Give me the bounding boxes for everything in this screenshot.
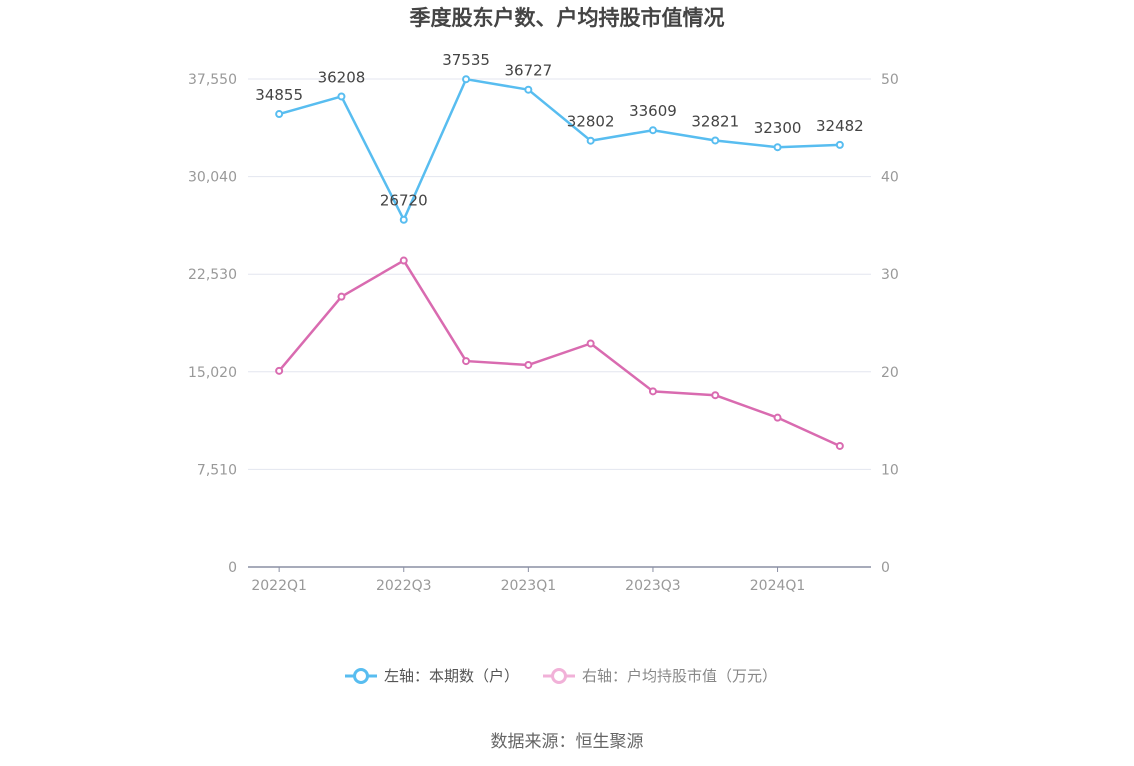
data-label: 34855: [255, 86, 303, 104]
legend-item-left[interactable]: 左轴：本期数（户）: [345, 667, 519, 685]
x-tick-label: 2022Q3: [376, 578, 432, 594]
right-tick-label: 30: [881, 267, 899, 283]
left-tick-label: 22,530: [188, 267, 237, 283]
data-label: 37535: [442, 51, 490, 69]
data-point-left: [275, 110, 284, 119]
data-point-right: [399, 256, 408, 265]
x-tick-label: 2023Q3: [625, 578, 681, 594]
right-axis: 0 10 20 30 40 50: [881, 72, 899, 576]
data-label: 33609: [629, 102, 677, 120]
x-axis: 2022Q1 2022Q3 2023Q1 2023Q3 2024Q1: [248, 566, 871, 594]
data-point-right: [524, 360, 533, 369]
grid: [248, 78, 871, 470]
source-text: 数据来源：恒生聚源: [491, 732, 644, 752]
data-point-right: [773, 413, 782, 422]
data-point-left: [586, 136, 595, 145]
data-point-right: [337, 292, 346, 301]
data-point-left: [462, 75, 471, 84]
data-label: 32482: [816, 117, 864, 135]
legend-marker-right: [551, 668, 567, 684]
data-point-left: [835, 140, 844, 149]
right-tick-label: 20: [881, 365, 899, 381]
data-point-right: [275, 366, 284, 375]
data-point-right: [711, 391, 720, 400]
data-point-right: [586, 339, 595, 348]
right-tick-label: 50: [881, 72, 899, 88]
data-point-left: [648, 126, 657, 135]
series-line-right: [278, 259, 841, 448]
series-line-left: [278, 77, 840, 221]
series-layer: 34855 36208 26720 37535 36727 32802 33609 32821…: [255, 51, 864, 450]
data-label: 36727: [504, 62, 552, 80]
legend-label-left: 左轴：本期数（户）: [384, 667, 519, 685]
data-point-left: [337, 92, 346, 101]
left-tick-label: 30,040: [188, 170, 237, 186]
x-tick-label: 2023Q1: [501, 578, 557, 594]
data-point-right: [835, 441, 844, 450]
right-tick-label: 40: [881, 170, 899, 186]
data-label: 32802: [567, 113, 615, 131]
legend-marker-left: [353, 668, 369, 684]
x-tick-label: 2024Q1: [750, 578, 806, 594]
data-point-right: [648, 387, 657, 396]
right-tick-label: 10: [881, 462, 899, 478]
data-point-left: [399, 215, 408, 224]
chart-title: 季度股东户数、户均持股市值情况: [410, 6, 725, 30]
data-label: 26720: [380, 192, 428, 210]
data-label: 32821: [691, 112, 739, 130]
left-tick-label: 37,550: [188, 72, 237, 88]
left-axis: 0 7,510 15,020 22,530 30,040 37,550: [188, 72, 237, 576]
legend-label-right: 右轴：户均持股市值（万元）: [582, 667, 777, 685]
left-tick-label: 15,020: [188, 365, 237, 381]
data-point-left: [773, 143, 782, 152]
legend-item-right[interactable]: 右轴：户均持股市值（万元）: [543, 667, 777, 685]
data-point-left: [711, 136, 720, 145]
right-tick-label: 0: [881, 560, 890, 576]
legend[interactable]: 左轴：本期数（户） 右轴：户均持股市值（万元）: [345, 667, 777, 685]
data-point-left: [524, 85, 533, 94]
data-label: 36208: [318, 68, 366, 86]
data-point-right: [462, 357, 471, 366]
x-tick-label: 2022Q1: [251, 578, 307, 594]
data-label: 32300: [754, 119, 802, 137]
left-tick-label: 0: [228, 560, 237, 576]
left-tick-label: 7,510: [197, 462, 237, 478]
